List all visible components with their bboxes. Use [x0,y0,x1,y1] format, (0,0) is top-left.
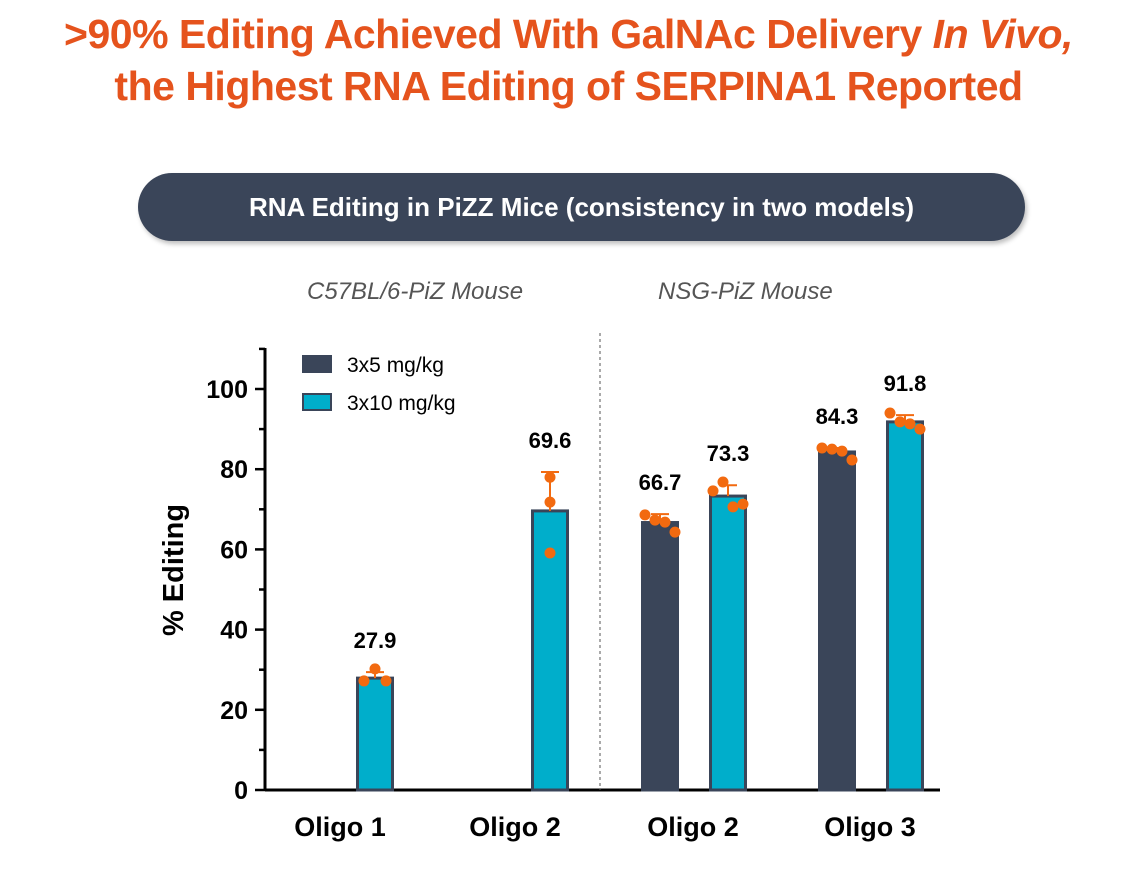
group-label-c57: C57BL/6-PiZ Mouse [307,278,524,305]
data-point [727,501,739,513]
bar [818,450,856,792]
y-tick-label: 80 [220,456,248,484]
title-line2: the Highest RNA Editing of SERPINA1 Repo… [114,63,1023,109]
data-point [836,445,848,457]
data-point [707,485,719,497]
data-point [369,663,381,675]
data-point [358,675,370,687]
data-point [816,442,828,454]
data-point [659,516,671,528]
data-point [846,454,858,466]
x-tick-label: Oligo 1 [294,812,386,842]
data-point [894,416,906,428]
data-label: 73.3 [707,441,750,466]
legend-swatch [302,393,332,411]
data-point [380,675,392,687]
y-tick-label: 20 [220,697,248,725]
data-label: 66.7 [639,470,682,495]
y-axis-label: % Editing [158,504,190,636]
data-point [904,418,916,430]
data-label: 84.3 [816,404,859,429]
data-point [914,423,926,435]
y-tick-label: 0 [234,777,248,805]
chart-banner: RNA Editing in PiZZ Mice (consistency in… [138,173,1025,241]
data-point [544,471,556,483]
bar [886,420,924,792]
title-italic: In Vivo, [932,11,1074,57]
data-point [639,509,651,521]
y-tick-label: 40 [220,617,248,645]
bar [641,521,679,792]
legend-swatch [302,355,332,373]
y-tick-label: 60 [220,536,248,564]
x-tick-label: Oligo 2 [469,812,561,842]
data-point [737,498,749,510]
data-point [544,547,556,559]
bar [356,676,394,792]
slide-title: >90% Editing Achieved With GalNAc Delive… [0,8,1137,112]
x-tick-label: Oligo 2 [647,812,739,842]
bar [709,494,747,792]
data-point [544,496,556,508]
group-label-nsg: NSG-PiZ Mouse [658,278,833,305]
data-label: 69.6 [529,428,572,453]
legend-label: 3x5 mg/kg [347,354,444,377]
legend-label: 3x10 mg/kg [347,392,456,415]
x-tick-label: Oligo 3 [824,812,916,842]
data-label: 91.8 [884,371,927,396]
data-point [826,443,838,455]
data-label: 27.9 [354,628,397,653]
title-line1: >90% Editing Achieved With GalNAc Delive… [64,11,933,57]
data-point [649,514,661,526]
data-point [669,526,681,538]
y-tick-label: 100 [206,376,248,404]
data-point [717,476,729,488]
data-point [884,407,896,419]
